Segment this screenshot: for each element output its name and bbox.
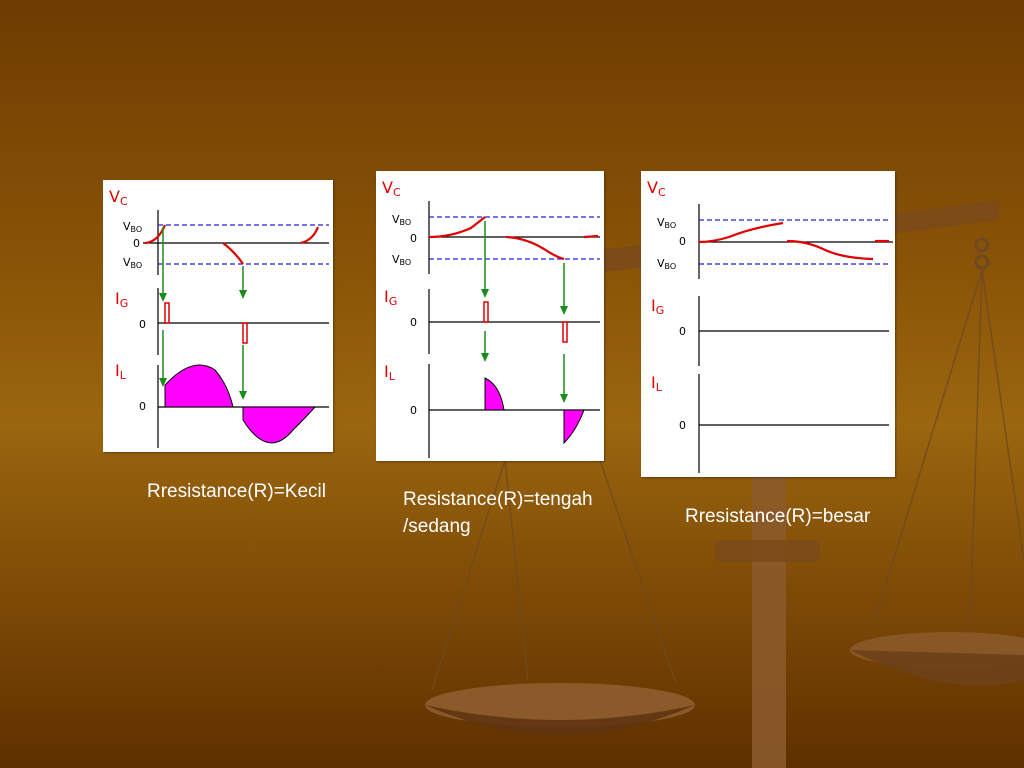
il-zero-label: 0 [139, 400, 146, 413]
vc-curve-1 [428, 216, 486, 239]
il-zero-label: 0 [410, 404, 417, 417]
caption-small-resistance: Rresistance(R)=Kecil [147, 481, 326, 502]
waveform-diagram-large: VC VBO 0 VBO IG 0 IL 0 [647, 178, 893, 473]
vbo-top-label: VBO [123, 220, 142, 234]
ig-pulse-positive [483, 301, 489, 323]
panel-large-resistance: VC VBO 0 VBO IG 0 IL 0 [641, 171, 895, 477]
vc-zero-label: 0 [679, 235, 686, 248]
vbo-bottom-label: VBO [123, 256, 142, 270]
caption-large-resistance: Rresistance(R)=besar [685, 506, 871, 527]
vc-curve-3 [300, 226, 320, 245]
caption-medium-line-1: Resistance(R)=tengah [403, 489, 593, 510]
ig-zero-label: 0 [679, 325, 686, 338]
vc-zero-label: 0 [133, 237, 140, 250]
vbo-top-label: VBO [657, 216, 676, 230]
il-positive-half [484, 377, 505, 411]
ig-pulse-positive [164, 302, 170, 324]
il-label: IL [115, 361, 127, 382]
vc-curve-2 [786, 239, 874, 261]
il-positive-half [164, 364, 234, 408]
vc-curve-1 [698, 221, 784, 244]
panel-medium-resistance: VC VBO 0 VBO IG 0 IL 0 [376, 171, 604, 461]
ig-zero-label: 0 [410, 316, 417, 329]
il-label: IL [651, 373, 663, 394]
ig-label: IG [115, 289, 128, 310]
il-negative-half [563, 409, 585, 445]
waveform-diagram-medium: VC VBO 0 VBO IG 0 IL 0 [382, 178, 600, 458]
ig-label: IG [651, 296, 664, 317]
vc-curve-2 [505, 235, 565, 261]
ig-pulse-negative [562, 321, 568, 343]
vc-label: VC [382, 178, 401, 199]
ig-pulse-negative [242, 322, 248, 344]
vbo-bottom-label: VBO [657, 257, 676, 271]
vc-label: VC [109, 187, 128, 208]
vc-curve-2 [222, 242, 244, 265]
waveform-diagram-small: VC VBO 0 VBO IG 0 IL 0 [109, 187, 329, 448]
ig-zero-label: 0 [139, 318, 146, 331]
vc-label: VC [647, 178, 666, 199]
il-zero-label: 0 [679, 419, 686, 432]
vc-curve-1 [144, 224, 167, 245]
vc-curve-3 [583, 234, 599, 239]
vc-zero-label: 0 [410, 232, 417, 245]
caption-medium-line-2: /sedang [403, 516, 471, 537]
ig-label: IG [384, 287, 397, 308]
vbo-top-label: VBO [392, 213, 411, 227]
caption-medium-resistance: Resistance(R)=tengah /sedang [403, 486, 593, 540]
panel-small-resistance: VC VBO 0 VBO IG 0 IL 0 [103, 180, 333, 452]
il-negative-half [242, 406, 317, 444]
il-label: IL [384, 362, 396, 383]
vbo-bottom-label: VBO [392, 253, 411, 267]
